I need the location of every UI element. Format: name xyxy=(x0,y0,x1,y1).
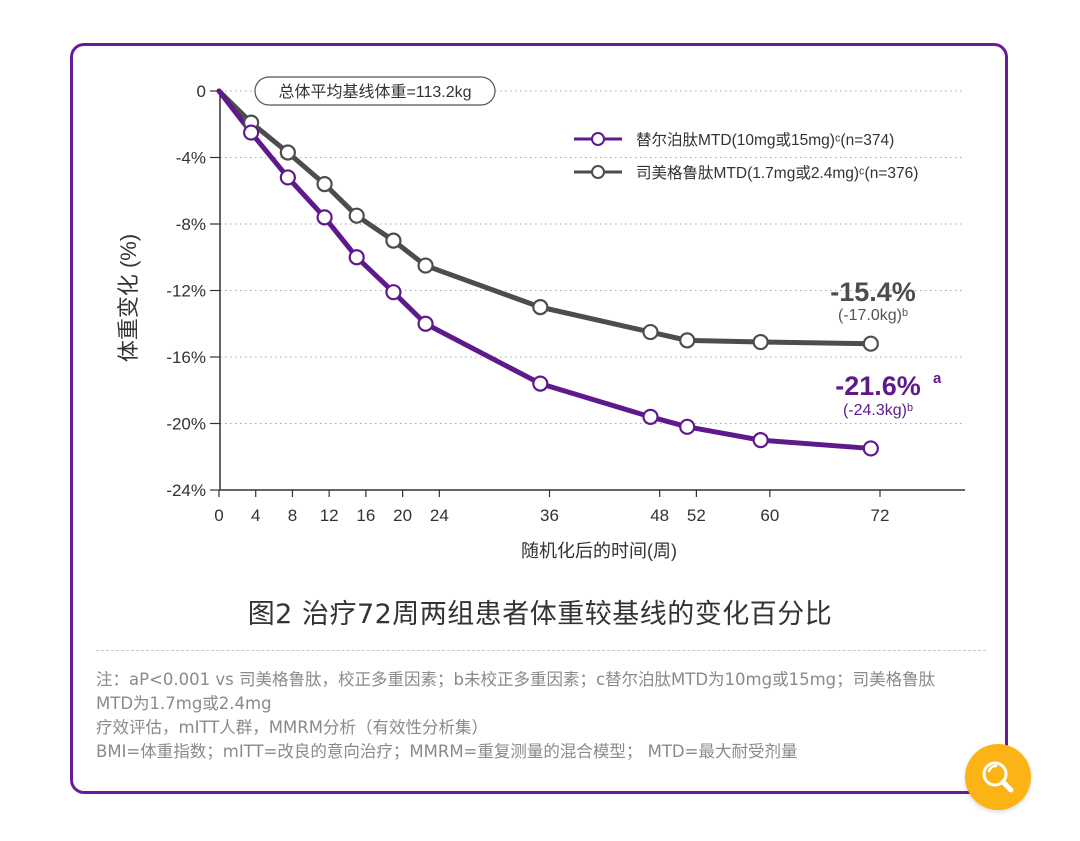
data-point xyxy=(385,284,402,301)
data-point xyxy=(752,432,769,449)
legend-label: 替尔泊肽MTD(10mg或15mg)ᶜ(n=374) xyxy=(636,131,894,149)
y-tick-label: -8% xyxy=(176,215,206,234)
y-axis-label: 体重变化 (%) xyxy=(116,234,141,362)
y-tick-label: -16% xyxy=(166,348,206,367)
data-point xyxy=(679,418,696,435)
data-point xyxy=(279,169,296,186)
x-tick-label: 52 xyxy=(687,506,706,525)
data-point xyxy=(348,249,365,266)
footnote-line: MTD为1.7mg或2.4mg xyxy=(96,694,272,713)
baseline-note-box xyxy=(254,76,496,106)
y-tick-label: 0 xyxy=(197,82,206,101)
y-tick-label: -12% xyxy=(166,282,206,301)
semaglutide-result-kg: (-17.0kg)ᵇ xyxy=(838,307,908,324)
y-tick-label: -24% xyxy=(166,481,206,500)
tirzepatide-result-kg: (-24.3kg)ᵇ xyxy=(843,402,913,419)
data-point xyxy=(279,144,296,161)
caption-divider xyxy=(96,650,986,651)
baseline-note: 总体平均基线体重=113.2kg xyxy=(278,83,471,101)
data-point xyxy=(348,207,365,224)
data-point xyxy=(679,332,696,349)
data-point xyxy=(316,209,333,226)
data-point xyxy=(243,124,260,141)
y-tick-label: -4% xyxy=(176,149,206,168)
data-point xyxy=(417,257,434,274)
data-point xyxy=(862,335,879,352)
x-tick-label: 36 xyxy=(540,506,559,525)
data-point xyxy=(316,176,333,193)
x-tick-label: 4 xyxy=(251,506,260,525)
footnote-line: 疗效评估，mITT人群，MMRM分析（有效性分析集） xyxy=(96,718,488,737)
x-tick-label: 72 xyxy=(871,506,890,525)
search-icon xyxy=(982,761,1014,793)
search-button[interactable] xyxy=(965,744,1031,810)
figure-card xyxy=(70,43,1008,794)
x-axis-label: 随机化后的时间(周) xyxy=(521,541,677,561)
footnote-line: 注：aP<0.001 vs 司美格鲁肽，校正多重因素；b未校正多重因素；c替尔泊… xyxy=(96,670,936,689)
figure-caption: 图2 治疗72周两组患者体重较基线的变化百分比 xyxy=(247,599,833,630)
weight-change-chart: 0-4%-8%-12%-16%-20%-24%0 4 8 12 16 20 24 36 48 52… xyxy=(116,76,965,561)
y-tick-label: -20% xyxy=(166,415,206,434)
x-tick-label: 8 xyxy=(288,506,297,525)
data-point xyxy=(642,323,659,341)
data-point xyxy=(532,299,549,316)
footnotes: 注：aP<0.001 vs 司美格鲁肽，校正多重因素；b未校正多重因素；c替尔泊… xyxy=(96,668,996,764)
legend-label: 司美格鲁肽MTD(1.7mg或2.4mg)ᶜ(n=376) xyxy=(636,164,918,182)
data-point xyxy=(385,232,402,249)
semaglutide-result-value: -15.4% xyxy=(830,277,916,307)
x-tick-label: 48 xyxy=(650,506,669,525)
footnote-line: BMI=体重指数；mITT=改良的意向治疗；MMRM=重复测量的混合模型； MT… xyxy=(96,742,798,761)
x-tick-label: 16 xyxy=(356,506,375,525)
data-point xyxy=(417,315,434,332)
series-line xyxy=(216,88,874,451)
x-tick-label: 24 xyxy=(430,506,449,525)
legend-marker xyxy=(591,165,605,179)
x-tick-label: 20 xyxy=(393,506,412,525)
data-point xyxy=(532,375,549,392)
legend-marker xyxy=(591,132,605,146)
tirzepatide-result-sup: a xyxy=(933,370,942,387)
data-point xyxy=(752,333,769,351)
data-point xyxy=(862,440,879,457)
x-tick-label: 12 xyxy=(320,506,339,525)
x-tick-label: 0 xyxy=(214,506,223,525)
x-tick-label: 60 xyxy=(760,506,779,525)
data-point xyxy=(642,408,659,425)
tirzepatide-result-value: -21.6% xyxy=(835,371,921,401)
